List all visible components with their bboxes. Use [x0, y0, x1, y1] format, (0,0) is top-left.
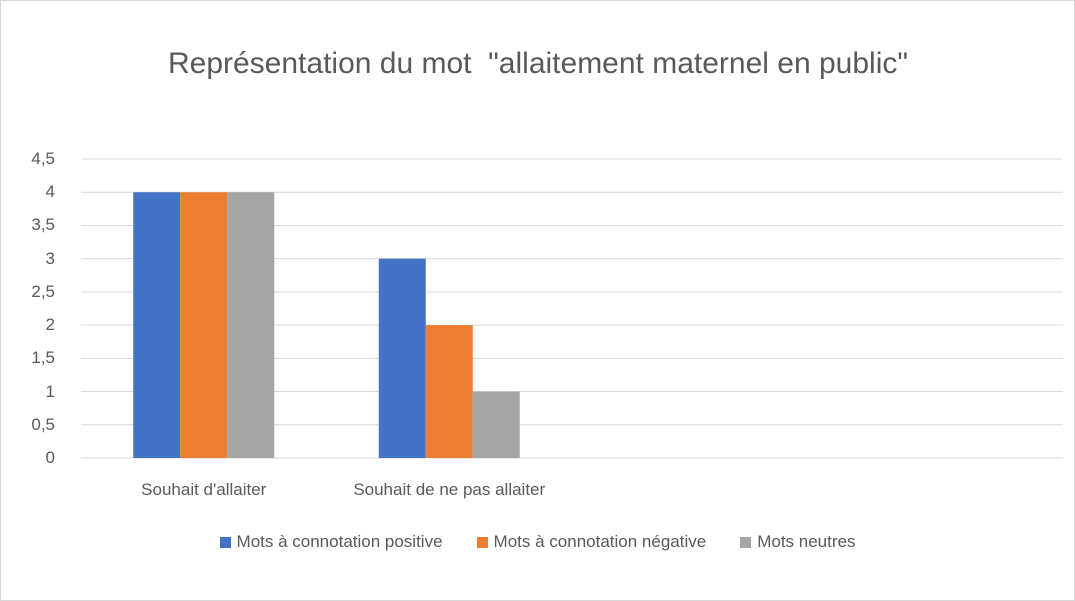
y-tick-label: 4,5 — [31, 149, 55, 168]
y-tick-label: 3 — [45, 248, 55, 268]
chart-title: Représentation du mot "allaitement mater… — [167, 47, 909, 80]
legend-item: Mots neutres — [740, 532, 855, 552]
y-tick-label: 1,5 — [31, 348, 55, 368]
x-tick-label: Souhait d'allaiter — [141, 480, 267, 499]
bar — [472, 391, 520, 458]
legend-item: Mots à connotation positive — [219, 532, 443, 552]
y-tick-label: 0 — [45, 448, 55, 467]
bar — [180, 192, 228, 458]
y-tick-label: 2 — [45, 315, 55, 335]
legend-label: Mots à connotation négative — [493, 532, 707, 551]
y-tick-label: 2,5 — [31, 281, 55, 301]
legend-label: Mots neutres — [757, 532, 856, 551]
bar — [227, 192, 275, 458]
y-tick-label: 4 — [45, 182, 55, 202]
y-tick-label: 3,5 — [31, 215, 55, 235]
legend-item: Mots à connotation négative — [476, 532, 707, 552]
legend-swatch — [740, 536, 752, 548]
y-tick-label: 1 — [45, 381, 55, 401]
bar — [425, 325, 473, 458]
bar — [378, 258, 426, 458]
bar — [133, 192, 181, 458]
legend-swatch — [476, 536, 488, 548]
legend-label: Mots à connotation positive — [236, 532, 443, 551]
legend: Mots à connotation positive Mots à connot… — [1, 532, 1074, 552]
y-tick-label: 0,5 — [31, 414, 55, 434]
x-tick-label: Souhait de ne pas allaiter — [353, 480, 546, 499]
legend-swatch — [219, 536, 231, 548]
